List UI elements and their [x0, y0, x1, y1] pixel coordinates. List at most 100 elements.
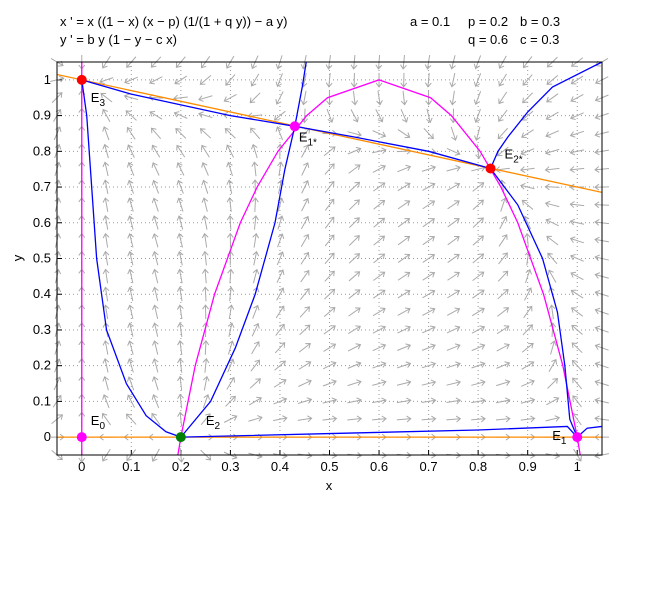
field-arrow	[248, 415, 263, 422]
field-arrow	[151, 358, 159, 373]
field-arrow	[547, 269, 557, 283]
field-arrow	[497, 288, 509, 300]
field-arrow	[276, 287, 285, 301]
y-tick-label: 0.8	[33, 143, 51, 158]
field-arrow	[126, 161, 135, 176]
field-arrow	[471, 325, 486, 334]
field-arrow	[252, 214, 259, 230]
y-tick-label: 0.9	[33, 108, 51, 123]
field-arrow	[447, 182, 461, 191]
field-arrow	[397, 218, 411, 228]
field-arrow	[227, 268, 235, 284]
field-arrow	[547, 378, 559, 389]
field-arrow	[421, 415, 437, 423]
field-arrow	[348, 164, 361, 174]
field-arrow	[546, 396, 560, 406]
field-arrow	[521, 379, 535, 387]
field-arrow	[571, 342, 583, 354]
field-arrow	[202, 394, 210, 409]
equilibrium	[76, 74, 87, 85]
field-arrow	[571, 324, 583, 335]
curve	[490, 168, 578, 438]
field-arrow	[151, 162, 160, 176]
field-arrow	[449, 90, 457, 106]
field-arrow	[373, 200, 386, 210]
field-arrow	[496, 325, 510, 335]
field-arrow	[226, 232, 234, 248]
field-arrow	[372, 343, 387, 352]
field-arrow	[348, 181, 361, 193]
field-arrow	[397, 200, 411, 210]
field-arrow	[323, 343, 337, 352]
field-arrow	[127, 322, 134, 337]
field-arrow	[570, 93, 584, 103]
curve	[81, 79, 182, 438]
field-arrow	[300, 72, 308, 88]
field-arrow	[521, 199, 534, 210]
field-arrow	[151, 233, 159, 248]
field-arrow	[446, 361, 461, 369]
y-tick-label: 0.1	[33, 393, 51, 408]
field-arrow	[447, 271, 460, 281]
field-arrow	[422, 271, 436, 281]
field-arrow	[102, 197, 110, 212]
field-arrow	[152, 340, 159, 355]
y-tick-label: 0.5	[33, 251, 51, 266]
field-arrow	[298, 361, 312, 370]
field-arrow	[151, 144, 161, 158]
field-arrow	[127, 268, 134, 284]
field-arrow	[351, 90, 359, 106]
field-arrow	[549, 322, 557, 337]
field-arrow	[472, 199, 484, 210]
field-arrow	[570, 112, 584, 121]
field-arrow	[298, 342, 311, 353]
field-arrow	[201, 215, 209, 230]
field-arrow	[446, 415, 462, 423]
field-arrow	[471, 343, 486, 352]
field-arrow	[226, 179, 234, 195]
field-arrow	[127, 304, 134, 320]
curve	[180, 62, 307, 438]
field-arrow	[396, 379, 412, 387]
label-sub: 1*	[307, 137, 317, 148]
field-arrow	[151, 215, 159, 230]
field-arrow	[348, 271, 361, 282]
field-arrow	[127, 358, 134, 373]
field-arrow	[472, 217, 484, 228]
field-arrow	[422, 235, 435, 246]
equation: y ' = b y (1 − y − c x)	[60, 32, 177, 47]
field-arrow	[102, 358, 110, 373]
field-arrow	[300, 90, 308, 106]
field-arrow	[524, 287, 533, 301]
parameter: q = 0.6	[468, 32, 508, 47]
field-arrow	[226, 376, 236, 390]
field-arrow	[272, 415, 288, 422]
field-arrow	[299, 306, 310, 318]
field-arrow	[276, 251, 285, 266]
field-arrow	[522, 324, 534, 336]
field-arrow	[348, 253, 361, 264]
field-arrow	[521, 361, 535, 370]
field-arrow	[421, 397, 437, 405]
field-arrow	[397, 343, 412, 351]
field-arrow	[225, 144, 235, 158]
y-tick-label: 0.7	[33, 179, 51, 194]
field-arrow	[248, 396, 262, 406]
label-main: E	[299, 129, 308, 144]
y-tick-label: 0.2	[33, 358, 51, 373]
field-arrow	[299, 324, 311, 336]
field-arrow	[422, 307, 436, 316]
field-arrow	[225, 395, 236, 407]
field-arrow	[520, 415, 536, 423]
field-arrow	[250, 359, 261, 372]
y-tick-label: 0.6	[33, 215, 51, 230]
field-arrow	[274, 360, 286, 371]
field-arrow	[127, 197, 134, 212]
field-arrow	[201, 268, 209, 284]
field-arrow	[423, 127, 434, 140]
field-arrow	[523, 305, 533, 319]
field-arrow	[152, 304, 159, 320]
label-sub: 1	[561, 436, 567, 447]
field-arrow	[450, 126, 458, 141]
field-arrow	[151, 394, 160, 409]
